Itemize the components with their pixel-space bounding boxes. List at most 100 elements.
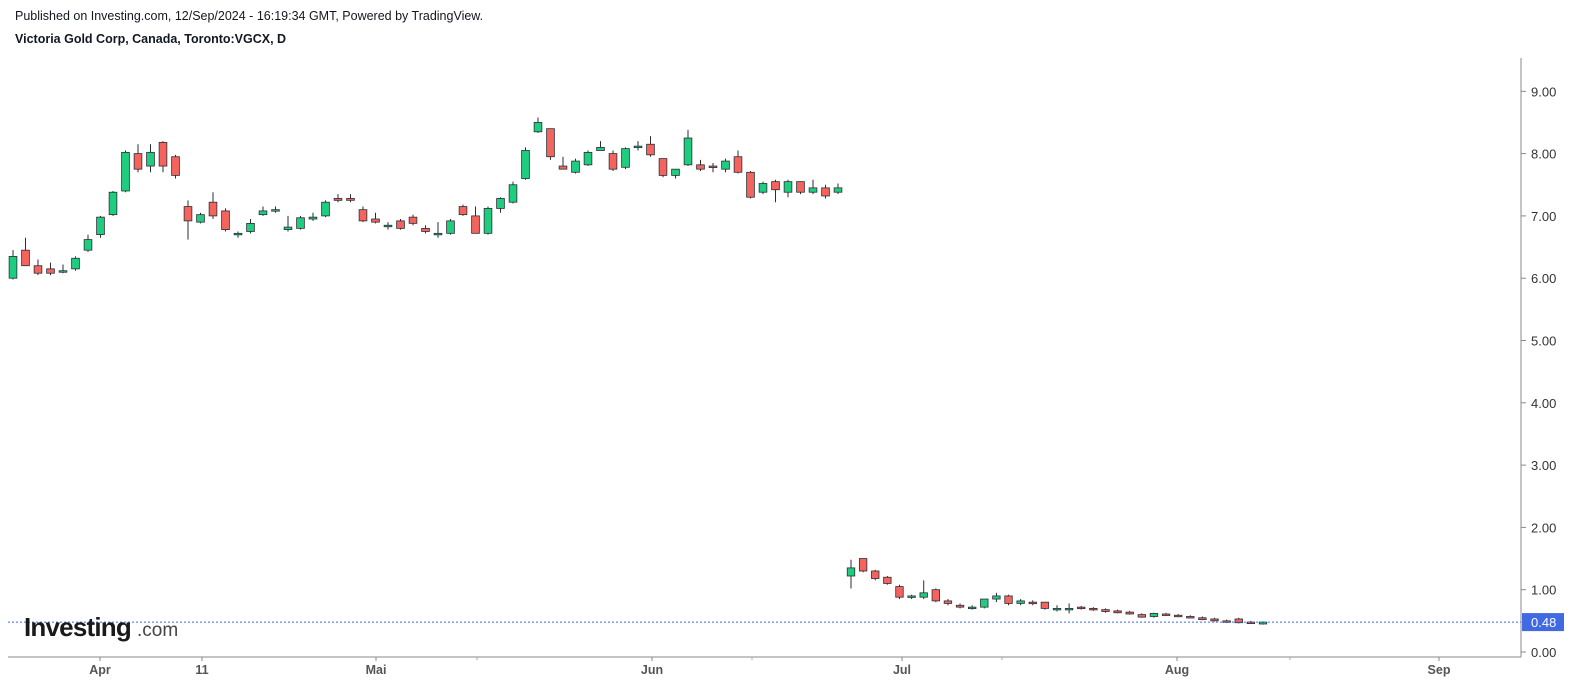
candle-down (1174, 614, 1183, 618)
investing-logo: Investing .com (24, 612, 178, 642)
candle-down (421, 227, 430, 232)
candle-up (671, 168, 680, 176)
y-tick-label: 8.00 (1531, 147, 1556, 162)
candle-down (1246, 621, 1256, 624)
candle-down (333, 198, 343, 201)
candle-up (1016, 600, 1025, 604)
candle-down (546, 128, 555, 158)
candle-down (408, 216, 418, 224)
axis-group: 9.00 8.00 7.00 6.00 5.00 4.00 3.00 2.00 1.00 0.00… (8, 84, 1564, 677)
candle-down (1222, 620, 1231, 623)
candle-up (146, 151, 155, 167)
y-tick-label: 1.00 (1531, 583, 1556, 598)
candle-down (1028, 601, 1037, 605)
candle-up (58, 270, 68, 273)
y-tick-label: 2.00 (1531, 520, 1556, 535)
candle-down (1137, 614, 1146, 618)
candle-down (1113, 610, 1122, 614)
candle-up (8, 255, 18, 279)
y-tick-label: 9.00 (1531, 84, 1556, 99)
candle-down (471, 215, 480, 234)
last-price-badge (1522, 613, 1564, 632)
candle-down (1004, 595, 1013, 604)
candle-down (931, 589, 940, 602)
candle-down (458, 206, 468, 216)
candle-up (383, 224, 393, 228)
candle-down (396, 220, 405, 229)
y-tick-label: 0.00 (1531, 645, 1556, 660)
candle-down (883, 576, 892, 584)
candle-down (1101, 609, 1110, 612)
candle-down (346, 198, 355, 201)
candle-down (183, 206, 193, 222)
last-price-label: 0.48 (1531, 615, 1556, 630)
candle-down (558, 165, 568, 170)
candle-down (171, 156, 180, 176)
candle-up (980, 598, 989, 608)
candle-down (1210, 618, 1219, 622)
y-tick-label: 5.00 (1531, 334, 1556, 349)
candle-up (1258, 621, 1268, 625)
candle-down (1089, 607, 1098, 611)
candles-group (8, 117, 1268, 625)
candle-up (283, 226, 293, 231)
y-tick-label: 7.00 (1531, 209, 1556, 224)
candle-down (33, 265, 43, 274)
candle-up (308, 216, 318, 220)
candle-down (208, 201, 218, 217)
candle-down (133, 153, 143, 170)
x-tick-label: Mai (366, 663, 387, 677)
candle-down (1040, 601, 1050, 609)
candle-up (583, 151, 593, 166)
candle-up (508, 184, 518, 203)
candle-up (433, 232, 443, 236)
candle-up (808, 187, 818, 193)
x-tick-label: Sep (1428, 663, 1451, 677)
candle-down (46, 268, 55, 274)
candle-up (1064, 607, 1074, 611)
candle-up (783, 181, 793, 193)
candle-up (533, 122, 543, 133)
candle-up (968, 606, 977, 610)
candle-down (955, 604, 965, 608)
candle-down (858, 558, 868, 572)
chart-frame (8, 58, 1522, 658)
candle-down (1077, 606, 1086, 610)
symbol-title: Victoria Gold Corp, Canada, Toronto:VGCX… (15, 32, 287, 46)
x-tick-label: Jun (641, 663, 663, 677)
candle-down (1234, 618, 1243, 624)
candle-up (1149, 612, 1159, 617)
candle-up (833, 187, 843, 193)
candle-up (721, 160, 730, 170)
y-tick-label: 3.00 (1531, 458, 1556, 473)
candle-up (907, 595, 916, 598)
candle-up (271, 209, 280, 212)
candle-down (358, 209, 368, 222)
candle-up (321, 201, 330, 217)
candle-up (596, 146, 605, 151)
candle-down (895, 586, 904, 598)
candle-down (708, 165, 718, 168)
candle-up (758, 183, 768, 193)
candle-down (871, 570, 880, 579)
candle-down (1161, 613, 1171, 616)
candle-down (221, 210, 230, 231)
y-tick-label: 6.00 (1531, 271, 1556, 286)
candle-down (158, 141, 168, 167)
candle-down (733, 156, 743, 173)
y-tick-label: 4.00 (1531, 396, 1556, 411)
candle-down (746, 171, 755, 198)
candle-up (521, 150, 530, 179)
candle-up (919, 592, 928, 598)
candle-up (83, 239, 93, 251)
candle-up (683, 137, 693, 166)
x-tick-label: 11 (195, 663, 208, 677)
logo-main-text: Investing (24, 612, 131, 642)
candle-up (496, 198, 505, 209)
candle-down (796, 181, 805, 193)
candle-down (1186, 616, 1195, 619)
candle-up (108, 191, 118, 216)
candle-down (1198, 617, 1207, 621)
candle-up (483, 208, 493, 234)
